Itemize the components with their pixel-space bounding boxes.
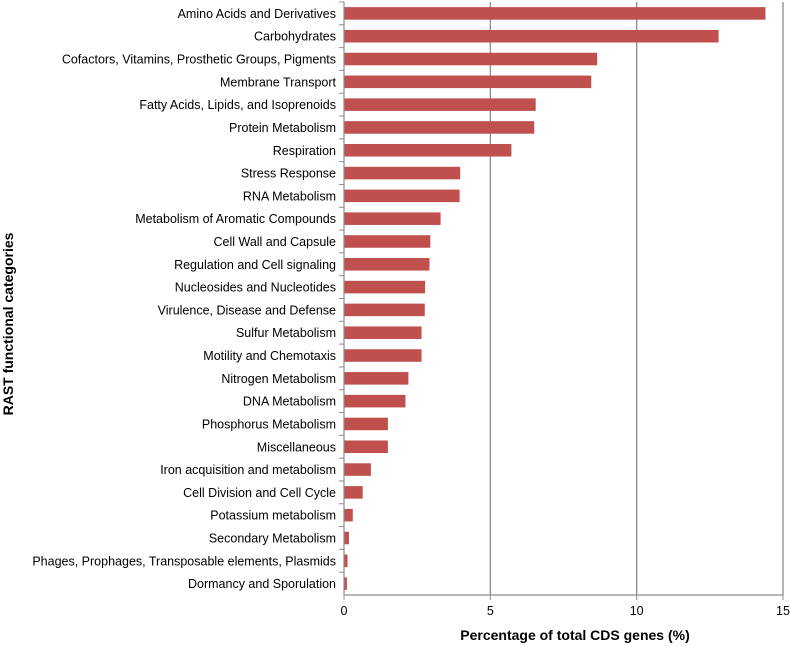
- category-label: Stress Response: [241, 167, 336, 181]
- bar: [344, 349, 422, 362]
- x-tick-label: 10: [630, 604, 644, 618]
- category-label: Nucleosides and Nucleotides: [175, 281, 336, 295]
- category-label: Regulation and Cell signaling: [174, 258, 336, 272]
- category-label: RNA Metabolism: [243, 189, 336, 203]
- category-label: Virulence, Disease and Defense: [158, 303, 336, 317]
- x-tick-label: 15: [776, 604, 790, 618]
- category-label: Cell Wall and Capsule: [213, 235, 336, 249]
- bar: [344, 303, 425, 317]
- bar: [344, 463, 371, 476]
- bar: [344, 121, 535, 134]
- category-label: Iron acquisition and metabolism: [160, 463, 336, 477]
- category-label: Nitrogen Metabolism: [221, 372, 336, 386]
- x-tick-labels: 0 5 10 15: [341, 604, 790, 618]
- bar: [344, 75, 592, 89]
- bar: [344, 29, 719, 43]
- category-label: Amino Acids and Derivatives: [178, 7, 336, 21]
- bar: [344, 143, 512, 157]
- bar: [344, 7, 766, 20]
- bar: [344, 258, 430, 271]
- category-label: Motility and Chemotaxis: [203, 349, 336, 363]
- bar: [344, 166, 461, 180]
- x-tick-label: 0: [341, 604, 348, 618]
- x-axis-title: Percentage of total CDS genes (%): [460, 627, 690, 643]
- category-labels: Amino Acids and Derivatives Carbohydrates…: [32, 7, 336, 591]
- category-label: Protein Metabolism: [229, 121, 336, 135]
- gridlines: [489, 2, 784, 595]
- bar: [344, 486, 363, 499]
- category-label: Membrane Transport: [220, 75, 337, 89]
- bar: [344, 577, 347, 590]
- category-label: Cell Division and Cell Cycle: [183, 486, 336, 500]
- category-label: Phosphorus Metabolism: [202, 417, 336, 431]
- bar: [344, 554, 348, 568]
- category-label: Metabolism of Aromatic Compounds: [135, 212, 336, 226]
- category-label: DNA Metabolism: [243, 395, 336, 409]
- bars: [344, 7, 766, 590]
- bar: [344, 372, 409, 385]
- bar: [344, 189, 460, 203]
- y-axis-title: RAST functional categories: [0, 232, 16, 415]
- bar: [344, 98, 536, 111]
- category-label: Respiration: [273, 144, 336, 158]
- bar: [344, 531, 349, 545]
- category-label: Phages, Prophages, Transposable elements…: [32, 554, 336, 568]
- bar: [344, 440, 388, 454]
- bar: [344, 280, 426, 294]
- category-label: Fatty Acids, Lipids, and Isoprenoids: [139, 98, 336, 112]
- category-label: Miscellaneous: [257, 440, 336, 454]
- bar: [344, 52, 598, 66]
- category-label: Carbohydrates: [254, 30, 336, 44]
- category-label: Dormancy and Sporulation: [188, 577, 336, 591]
- axes: [339, 1, 784, 600]
- category-label: Cofactors, Vitamins, Prosthetic Groups, …: [62, 53, 336, 67]
- bar: [344, 326, 422, 339]
- bar: [344, 212, 441, 225]
- x-tick-label: 5: [487, 604, 494, 618]
- category-label: Potassium metabolism: [210, 509, 336, 523]
- bar: [344, 508, 353, 522]
- bar: [344, 417, 388, 431]
- category-label: Sulfur Metabolism: [236, 326, 336, 340]
- bar: [344, 394, 406, 408]
- bar: [344, 235, 431, 248]
- category-label: Secondary Metabolism: [209, 531, 336, 545]
